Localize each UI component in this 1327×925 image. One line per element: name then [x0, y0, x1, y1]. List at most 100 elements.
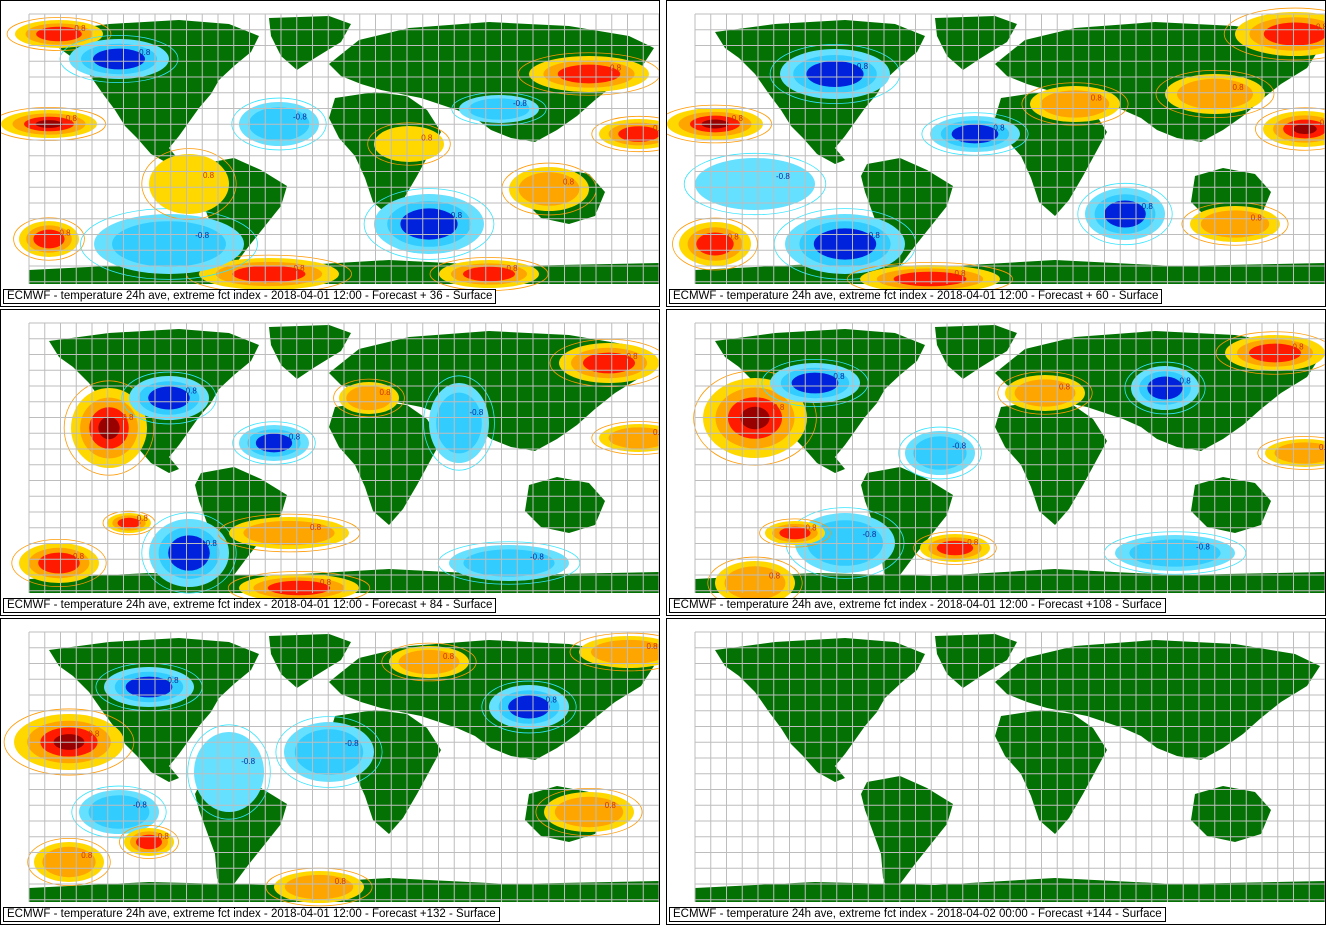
contour-value-label: 0.8 — [728, 233, 740, 242]
contour-value-label: 0.8 — [81, 851, 93, 860]
contour-line — [187, 724, 271, 820]
warm-anomaly-area — [1040, 90, 1110, 118]
land-mass — [995, 92, 1107, 216]
contour-line — [13, 217, 85, 261]
warm-anomaly-area — [554, 796, 624, 828]
warm-anomaly-area — [1274, 442, 1325, 464]
contour-value-label: -0.8 — [530, 552, 544, 561]
land-mass — [49, 638, 259, 782]
contour-line — [549, 339, 659, 387]
contour-line — [381, 642, 477, 682]
contour-line — [569, 632, 659, 672]
cold-anomaly-area — [1147, 376, 1183, 400]
map-caption: ECMWF - temperature 24h ave, extreme fct… — [3, 598, 497, 613]
contour-value-label: 0.8 — [73, 552, 85, 561]
contour-line — [141, 512, 237, 594]
contour-value-label: 0.8 — [421, 133, 433, 142]
contour-value-label: 0.8 — [1059, 382, 1071, 391]
cold-anomaly-area — [294, 729, 364, 775]
map-caption: ECMWF - temperature 24h ave, extreme fct… — [669, 598, 1166, 613]
cold-anomaly-area — [791, 372, 839, 394]
contour-line — [6, 17, 112, 51]
contour-value-label: 0.8 — [1316, 23, 1326, 32]
map-caption: ECMWF - temperature 24h ave, extreme fct… — [669, 907, 1166, 922]
contour-value-label: 0.8 — [158, 832, 170, 841]
contour-line — [1215, 331, 1325, 375]
contour-value-label: 0.8 — [507, 264, 519, 273]
contour-value-label: -0.8 — [203, 539, 217, 548]
land-mass — [995, 401, 1107, 525]
contour-value-label: 0.8 — [1251, 213, 1263, 222]
contour-line — [759, 518, 831, 548]
contour-value-label: -0.8 — [1139, 202, 1153, 211]
contour-value-label: -0.8 — [183, 387, 197, 396]
land-mass — [715, 638, 925, 782]
contour-value-label: 0.8 — [955, 269, 967, 278]
graticule — [694, 631, 1325, 902]
contour-line — [913, 531, 997, 565]
contour-line — [683, 152, 827, 216]
warm-anomaly-area — [267, 580, 331, 596]
contour-line — [898, 426, 982, 480]
warm-anomaly-area — [1293, 123, 1317, 135]
map-panel-1: 0.8 -0.8 -0.8 -0.8 0.8 0.8 0.8 0.8 0.8 0.8 -0.8 0.8… — [0, 0, 660, 307]
warm-anomaly-area — [346, 385, 392, 411]
contour-value-label: 0.8 — [74, 24, 86, 33]
graticule — [28, 322, 659, 593]
warm-anomaly-area — [696, 232, 734, 256]
contour-value-label: -0.8 — [345, 739, 359, 748]
contour-value-label: 0.8 — [137, 514, 149, 523]
cold-anomaly-area — [508, 695, 550, 719]
contour-value-label: 0.8 — [769, 572, 781, 581]
contour-value-label: -0.8 — [286, 432, 300, 441]
world-map: 0.8 -0.8 -0.8 -0.8 0.8 0.8 -0.8 0.8 0.8 -0.8 0.8 0.… — [693, 322, 1325, 610]
contour-line — [141, 148, 237, 220]
contour-line — [535, 787, 643, 836]
contour-line — [1077, 182, 1173, 246]
contour-value-label: -0.8 — [831, 372, 845, 381]
cold-anomaly-area — [400, 208, 458, 240]
warm-anomaly-area — [243, 520, 335, 546]
warm-anomaly-area — [232, 265, 306, 283]
contour-value-label: 0.8 — [1091, 93, 1103, 102]
contour-line — [1257, 436, 1325, 470]
cold-anomaly-area — [148, 386, 190, 410]
map-caption: ECMWF - temperature 24h ave, extreme fct… — [669, 289, 1163, 304]
warm-anomaly-area — [36, 26, 82, 42]
contour-line — [672, 217, 758, 271]
cold-anomaly-area — [88, 795, 150, 829]
contour-line — [591, 421, 659, 455]
contour-value-label: -0.8 — [293, 113, 307, 122]
world-map: 0.8 -0.8 -0.8 0.8 -0.8 -0.8 0.8 0.8 0.8 0.8 0.8 -0.… — [3, 631, 659, 907]
contour-line — [591, 115, 659, 153]
cold-anomaly-area — [93, 48, 145, 70]
contour-line — [997, 371, 1093, 415]
contour-value-label: 0.8 — [653, 428, 660, 437]
contour-line — [27, 837, 111, 886]
contour-value-label: -0.8 — [866, 231, 880, 240]
warm-anomaly-area — [608, 427, 659, 449]
graticule — [694, 13, 1325, 284]
world-map — [694, 631, 1325, 902]
contour-line — [275, 716, 383, 788]
contour-value-label: 0.8 — [610, 63, 622, 72]
contour-line — [333, 378, 405, 418]
land-mass — [995, 640, 1320, 760]
graticule — [28, 631, 659, 902]
contour-value-label: 0.8 — [627, 352, 639, 361]
contour-line — [1021, 82, 1129, 126]
contour-line — [1255, 107, 1325, 151]
contour-value-label: 0.8 — [647, 642, 659, 651]
cold-anomaly-area — [695, 158, 815, 210]
map-panel-2: -0.8 -0.8 0.8 0.8 0.8 0.8 -0.8 -0.8 0.8 0.8 0.8 0.8… — [666, 0, 1326, 307]
map-caption: ECMWF - temperature 24h ave, extreme fct… — [3, 289, 497, 304]
contour-value-label: 0.8 — [320, 578, 332, 587]
contour-value-label: -0.8 — [952, 442, 966, 451]
contour-value-label: -0.8 — [470, 408, 484, 417]
contour-line — [11, 538, 107, 587]
cold-anomaly-area — [125, 676, 173, 698]
warm-anomaly-area — [149, 154, 229, 214]
contour-value-label: -0.8 — [863, 530, 877, 539]
warm-anomaly-area — [98, 416, 120, 440]
contour-line — [232, 421, 316, 465]
